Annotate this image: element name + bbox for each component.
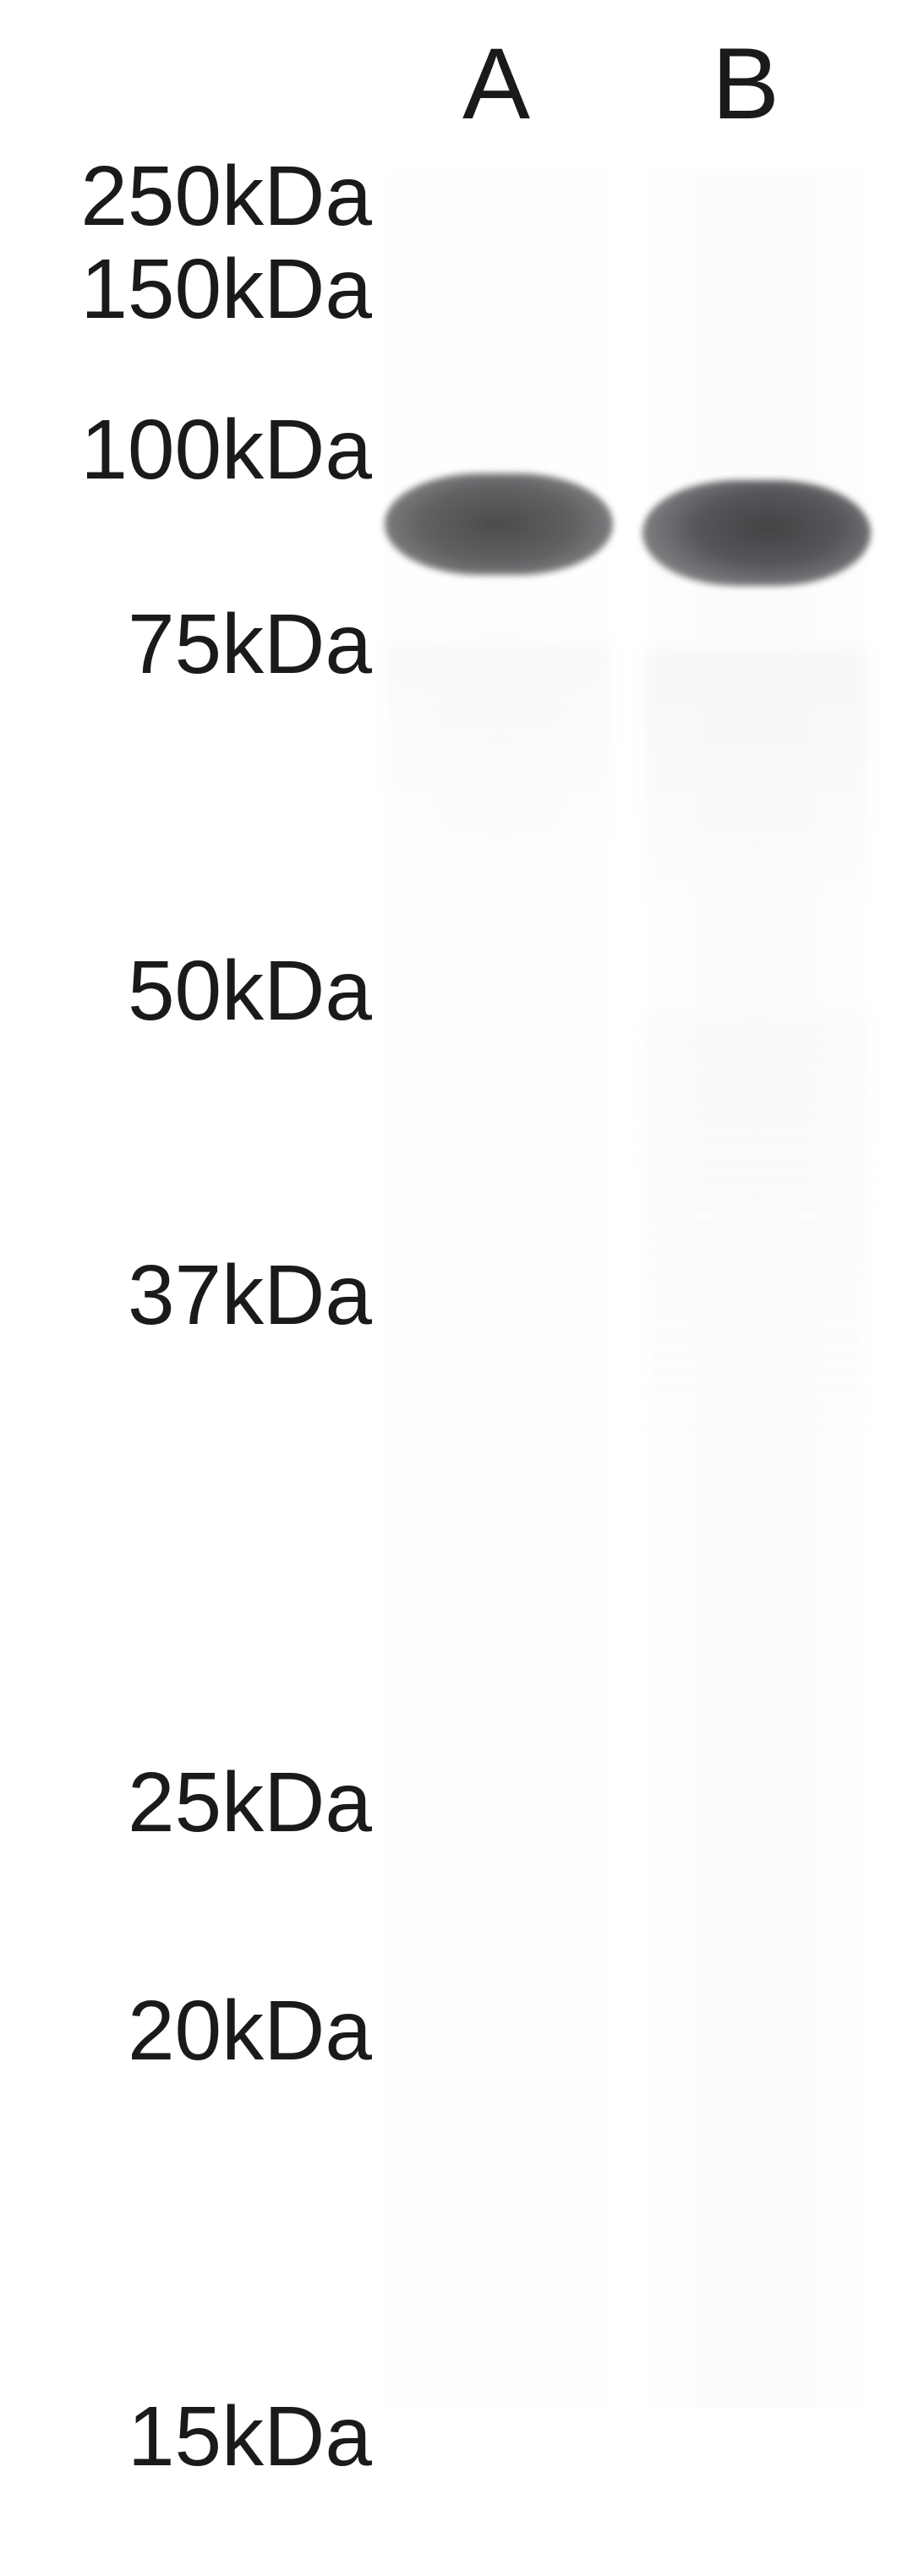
mw-marker-20: 20kDa	[0, 1983, 372, 2080]
lane-a-smear-1	[385, 643, 613, 862]
mw-marker-15: 15kDa	[0, 2388, 372, 2486]
mw-marker-37: 37kDa	[0, 1247, 372, 1344]
lane-b-band-main	[642, 480, 871, 586]
mw-marker-75: 75kDa	[0, 596, 372, 693]
mw-marker-100: 100kDa	[0, 402, 372, 499]
western-blot-figure: A B 250kDa 150kDa 100kDa 75kDa 50kDa 37k…	[0, 0, 913, 2576]
mw-marker-150: 150kDa	[0, 241, 372, 338]
lane-b-smear-1	[642, 651, 871, 905]
lane-label-b: B	[712, 25, 779, 142]
lane-a-band-main	[385, 473, 613, 575]
lane-label-a: A	[462, 25, 530, 142]
lane-b-smear-2	[642, 1015, 871, 1437]
lane-a	[385, 169, 613, 2409]
lane-b	[642, 169, 871, 2409]
mw-marker-25: 25kDa	[0, 1754, 372, 1851]
mw-marker-50: 50kDa	[0, 943, 372, 1040]
mw-marker-250: 250kDa	[0, 148, 372, 245]
